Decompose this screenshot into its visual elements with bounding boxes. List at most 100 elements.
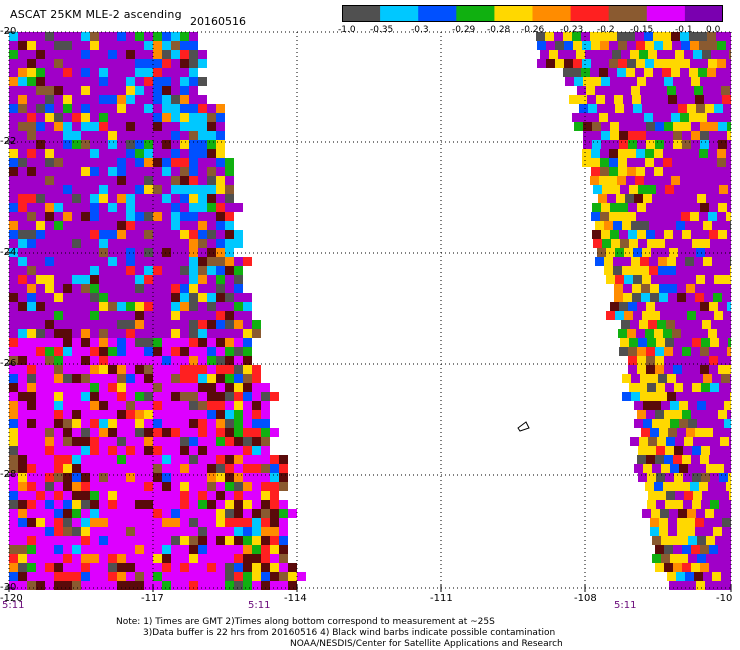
swath-cell <box>638 239 647 248</box>
swath-cell <box>108 374 117 383</box>
swath-cell <box>180 68 189 77</box>
swath-cell <box>198 563 207 572</box>
swath-cell <box>646 365 655 374</box>
swath-cell <box>664 545 673 554</box>
swath-cell <box>189 536 198 545</box>
swath-cell <box>189 41 198 50</box>
swath-cell <box>9 392 18 401</box>
swath-cell <box>27 518 36 527</box>
swath-cell <box>171 518 180 527</box>
swath-cell <box>216 239 225 248</box>
swath-cell <box>99 95 108 104</box>
latitude-label: -28 <box>0 469 17 480</box>
swath-cell <box>54 320 63 329</box>
swath-cell <box>618 41 627 50</box>
swath-cell <box>72 158 81 167</box>
swath-cell <box>27 383 36 392</box>
swath-cell <box>636 329 645 338</box>
swath-cell <box>225 239 234 248</box>
swath-cell <box>655 410 664 419</box>
swath-cell <box>135 536 144 545</box>
swath-cell <box>667 572 676 581</box>
swath-cell <box>108 347 117 356</box>
swath-cell <box>252 545 261 554</box>
swath-cell <box>90 221 99 230</box>
swath-cell <box>252 410 261 419</box>
swath-cell <box>654 41 663 50</box>
swath-cell <box>162 59 171 68</box>
swath-cell <box>36 554 45 563</box>
swath-cell <box>694 266 703 275</box>
swath-cell <box>700 77 709 86</box>
swath-cell <box>719 446 728 455</box>
swath-cell <box>162 212 171 221</box>
swath-cell <box>36 428 45 437</box>
swath-cell <box>225 518 234 527</box>
swath-cell <box>600 167 609 176</box>
swath-cell <box>135 482 144 491</box>
swath-cell <box>54 500 63 509</box>
swath-cell <box>54 140 63 149</box>
swath-cell <box>9 509 18 518</box>
swath-cell <box>715 194 724 203</box>
swath-cell <box>198 545 207 554</box>
swath-cell <box>270 500 279 509</box>
swath-cell <box>153 95 162 104</box>
swath-cell <box>126 401 135 410</box>
swath-cell <box>640 221 649 230</box>
swath-cell <box>81 104 90 113</box>
swath-cell <box>36 50 45 59</box>
swath-cell <box>708 212 717 221</box>
swath-cell <box>81 176 90 185</box>
swath-cell <box>90 491 99 500</box>
swath-cell <box>135 446 144 455</box>
swath-cell <box>81 284 90 293</box>
swath-cell <box>658 374 667 383</box>
swath-cell <box>27 167 36 176</box>
swath-cell <box>108 311 117 320</box>
swath-cell <box>180 374 189 383</box>
swath-cell <box>721 374 730 383</box>
swath-cell <box>63 509 72 518</box>
swath-cell <box>45 212 54 221</box>
swath-cell <box>117 383 126 392</box>
swath-cell <box>45 257 54 266</box>
swath-cell <box>690 212 699 221</box>
swath-cell <box>270 536 279 545</box>
swath-cell <box>81 338 90 347</box>
swath-cell <box>649 374 658 383</box>
swath-cell <box>171 86 180 95</box>
swath-cell <box>243 329 252 338</box>
swath-cell <box>198 248 207 257</box>
swath-cell <box>171 194 180 203</box>
swath-cell <box>225 275 234 284</box>
swath-cell <box>198 455 207 464</box>
swath-cell <box>701 446 710 455</box>
swath-cell <box>63 122 72 131</box>
swath-cell <box>18 473 27 482</box>
swath-cell <box>63 320 72 329</box>
swath-cell <box>243 554 252 563</box>
swath-cell <box>144 482 153 491</box>
swath-cell <box>645 59 654 68</box>
swath-cell <box>144 158 153 167</box>
swath-cell <box>261 572 270 581</box>
swath-cell <box>81 401 90 410</box>
swath-cell <box>153 401 162 410</box>
swath-cell <box>99 284 108 293</box>
swath-cell <box>612 50 621 59</box>
swath-cell <box>144 509 153 518</box>
swath-cell <box>54 527 63 536</box>
swath-cell <box>672 329 681 338</box>
swath-cell <box>608 176 617 185</box>
swath-cell <box>216 347 225 356</box>
swath-cell <box>699 482 708 491</box>
swath-cell <box>726 158 731 167</box>
swath-cell <box>63 518 72 527</box>
swath-cell <box>607 194 616 203</box>
swath-cell <box>646 356 655 365</box>
swath-cell <box>676 392 685 401</box>
swath-cell <box>198 221 207 230</box>
swath-cell <box>36 293 45 302</box>
swath-cell <box>666 491 675 500</box>
